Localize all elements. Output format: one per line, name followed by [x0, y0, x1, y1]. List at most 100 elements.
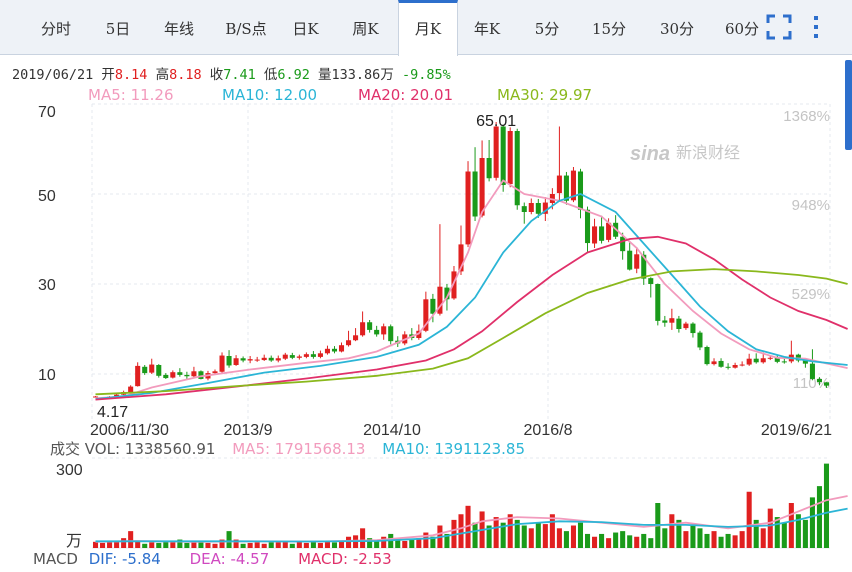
macd-macd-value: MACD: -2.53 [298, 550, 392, 568]
tab-2[interactable]: 年线 [163, 20, 194, 38]
volume-bar [711, 531, 717, 548]
candle-body [507, 131, 513, 185]
volume-bar [184, 542, 190, 548]
tab-6[interactable]: 月K [398, 0, 458, 56]
candle-body [683, 323, 689, 329]
volume-bar [479, 511, 485, 548]
volume-bar [556, 528, 562, 548]
volume-bar [240, 543, 246, 548]
volume-bar [409, 539, 415, 548]
max-price-annotation: 65.01 [476, 113, 516, 130]
tab-0[interactable]: 分时 [40, 20, 71, 38]
candle-body [592, 226, 598, 244]
candle-body [212, 371, 218, 374]
volume-bar [535, 522, 541, 548]
candle-body [718, 360, 724, 367]
volume-bar [107, 542, 113, 548]
candle-body [107, 396, 113, 398]
candle-body [514, 131, 520, 206]
volume-unit-label: 万 [66, 531, 83, 550]
candle-body [669, 318, 675, 323]
volume-bar [458, 514, 464, 548]
ohlc-date: 2019/06/21 [12, 67, 94, 83]
volume-bar [577, 522, 584, 548]
open-label: 开 [101, 67, 115, 83]
candle-body [367, 322, 373, 330]
low-label: 低 [263, 67, 278, 83]
candle-body [92, 396, 99, 398]
tab-3[interactable]: B/S点 [225, 20, 267, 38]
volume-bar [690, 525, 696, 548]
tab-8[interactable]: 5分 [534, 20, 560, 38]
volume-label: 量 [318, 67, 332, 83]
volume-bar [816, 486, 822, 548]
candle-body [381, 326, 387, 335]
volume-bar [627, 535, 633, 548]
volume-bar [704, 533, 710, 548]
volume-bar [423, 532, 429, 548]
volume-bar [367, 538, 373, 548]
ma20-line [95, 235, 848, 401]
volume-bar [570, 525, 576, 548]
volume-bar [212, 543, 218, 548]
volume-bar [128, 531, 134, 548]
candle-body [577, 171, 584, 210]
volume-bar [788, 503, 794, 548]
tab-11[interactable]: 60分 [724, 20, 760, 38]
tab-1[interactable]: 5日 [105, 20, 131, 38]
candle-body [662, 320, 668, 323]
y-right-tick-label: 529% [792, 286, 830, 303]
candle-body [732, 365, 738, 368]
volume-bar [823, 463, 830, 548]
candle-body [479, 158, 485, 216]
candle-body [254, 359, 260, 361]
volume-bar [465, 505, 471, 548]
volume-vol-value: VOL: 1338560.91 [84, 440, 216, 458]
tab-10[interactable]: 30分 [659, 20, 695, 38]
candle-body [774, 357, 780, 362]
candle-body [303, 354, 309, 357]
volume-bar [795, 514, 801, 548]
period-tab-bar: 分时 5日 年线 B/S点 日K 周K 月K 年K 5分 15分 30分 60分 [0, 0, 852, 56]
volume-bar [662, 528, 668, 548]
candle-body [795, 354, 801, 361]
fullscreen-icon[interactable] [766, 14, 792, 40]
volume-bar [205, 542, 211, 548]
volume-bar [219, 539, 225, 548]
candle-body [416, 330, 422, 338]
candle-body [465, 171, 471, 245]
candle-body [191, 371, 197, 377]
more-menu-icon[interactable] [810, 14, 822, 40]
volume-bar [100, 542, 106, 548]
tab-5[interactable]: 周K [352, 20, 379, 38]
volume-bar [774, 517, 780, 548]
volume-bar [683, 531, 689, 548]
volume-bar [599, 533, 605, 548]
macd-title-label: MACD [33, 550, 78, 568]
candle-body [655, 284, 661, 321]
tab-9[interactable]: 15分 [591, 20, 627, 38]
candle-body [353, 335, 359, 341]
candle-body [310, 354, 316, 357]
candle-body [324, 348, 330, 354]
tab-4[interactable]: 日K [292, 20, 319, 38]
candle-body [261, 357, 267, 361]
y-tick-label: 50 [38, 188, 56, 205]
volume-bar [613, 532, 619, 548]
volume-bar [620, 531, 626, 548]
y-tick-label: 10 [38, 367, 56, 384]
candle-body [535, 203, 541, 214]
volume-bar [437, 525, 443, 548]
candle-body [620, 236, 626, 252]
scrollbar-thumb[interactable] [845, 60, 852, 150]
volume-bar [760, 528, 766, 548]
volume-bar [177, 539, 183, 548]
tab-7[interactable]: 年K [473, 20, 501, 38]
x-tick-label: 2016/8 [524, 422, 573, 439]
volume-bar [121, 538, 127, 548]
candle-body [570, 170, 576, 201]
candle-body [500, 126, 506, 185]
volume-bar [486, 525, 492, 548]
volume-bar [360, 528, 366, 548]
candle-body [584, 209, 591, 244]
